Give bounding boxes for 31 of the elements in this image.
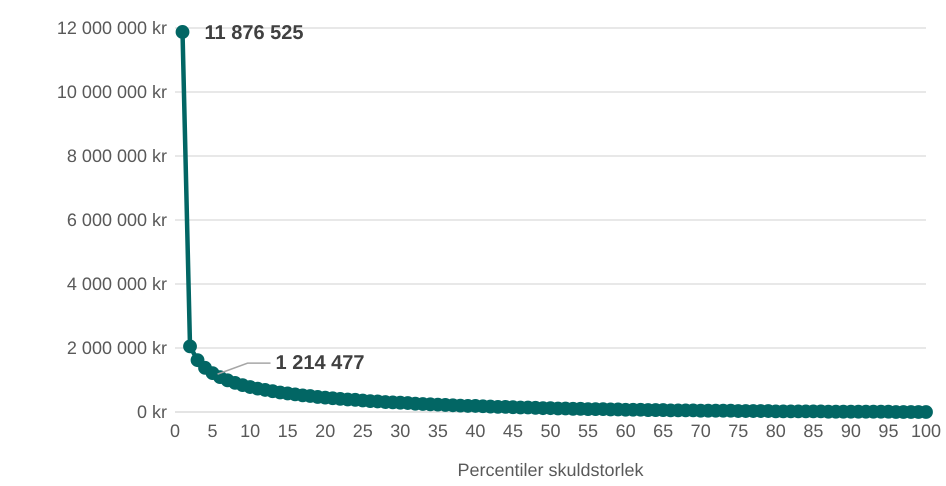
x-tick-label: 10: [240, 420, 260, 441]
x-tick-label: 25: [352, 420, 373, 441]
x-tick-label: 55: [578, 420, 598, 441]
y-tick-label: 2 000 000 kr: [66, 338, 167, 358]
y-tick-label: 12 000 000 kr: [56, 18, 167, 38]
y-tick-label: 8 000 000 kr: [66, 146, 167, 166]
x-tick-label: 50: [540, 420, 561, 441]
x-tick-label: 70: [690, 420, 711, 441]
x-tick-label: 30: [390, 420, 410, 441]
x-tick-label: 20: [315, 420, 336, 441]
x-tick-label: 0: [170, 420, 180, 441]
x-tick-label: 90: [840, 420, 861, 441]
y-tick-label: 6 000 000 kr: [66, 210, 167, 230]
y-tick-label: 0 kr: [136, 402, 167, 422]
x-tick-label: 5: [208, 420, 218, 441]
x-tick-label: 35: [428, 420, 448, 441]
y-tick-label: 10 000 000 kr: [56, 82, 167, 102]
data-label: 1 214 477: [276, 352, 365, 374]
x-tick-label: 60: [616, 420, 636, 441]
x-tick-label: 95: [878, 420, 898, 441]
data-label: 11 876 525: [204, 22, 304, 44]
x-tick-label: 15: [278, 420, 298, 441]
x-tick-label: 40: [465, 420, 486, 441]
x-tick-label: 100: [910, 420, 942, 441]
x-tick-label: 45: [502, 420, 523, 441]
x-tick-label: 65: [653, 420, 674, 441]
x-tick-label: 85: [803, 420, 824, 441]
x-axis-title: Percentiler skuldstorlek: [457, 460, 645, 480]
y-tick-label: 4 000 000 kr: [66, 274, 167, 294]
x-tick-label: 80: [766, 420, 786, 441]
x-tick-label: 75: [728, 420, 748, 441]
